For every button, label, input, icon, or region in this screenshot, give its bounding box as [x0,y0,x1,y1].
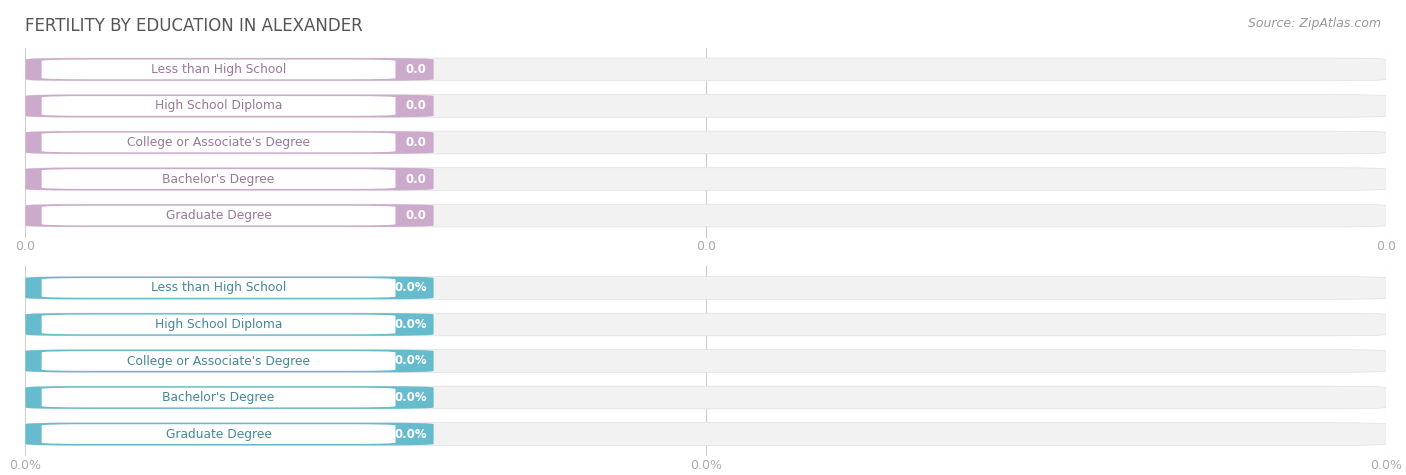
Text: 0.0%: 0.0% [394,354,427,368]
FancyBboxPatch shape [25,276,433,299]
Text: 0.0: 0.0 [406,136,427,149]
Text: 0.0: 0.0 [406,63,427,76]
Text: 0.0%: 0.0% [394,391,427,404]
FancyBboxPatch shape [42,59,395,79]
FancyBboxPatch shape [25,313,433,336]
FancyBboxPatch shape [25,276,1386,299]
Text: 0.0: 0.0 [406,172,427,186]
FancyBboxPatch shape [25,58,1386,81]
FancyBboxPatch shape [25,350,1386,372]
FancyBboxPatch shape [42,133,395,152]
FancyBboxPatch shape [25,423,1386,446]
Text: High School Diploma: High School Diploma [155,99,283,113]
FancyBboxPatch shape [42,314,395,334]
FancyBboxPatch shape [25,313,1386,336]
FancyBboxPatch shape [42,424,395,444]
Text: High School Diploma: High School Diploma [155,318,283,331]
Text: FERTILITY BY EDUCATION IN ALEXANDER: FERTILITY BY EDUCATION IN ALEXANDER [25,17,363,35]
Text: 0.0%: 0.0% [394,281,427,294]
FancyBboxPatch shape [42,206,395,226]
Text: 0.0%: 0.0% [394,428,427,441]
Text: Less than High School: Less than High School [150,281,287,294]
FancyBboxPatch shape [42,169,395,189]
FancyBboxPatch shape [25,95,1386,117]
FancyBboxPatch shape [25,204,433,227]
FancyBboxPatch shape [42,96,395,116]
Text: Bachelor's Degree: Bachelor's Degree [163,172,274,186]
FancyBboxPatch shape [25,168,1386,190]
FancyBboxPatch shape [25,423,433,446]
FancyBboxPatch shape [25,168,433,190]
FancyBboxPatch shape [25,95,433,117]
Text: 0.0: 0.0 [406,209,427,222]
Text: College or Associate's Degree: College or Associate's Degree [127,354,311,368]
FancyBboxPatch shape [25,131,433,154]
FancyBboxPatch shape [42,388,395,408]
Text: 0.0: 0.0 [406,99,427,113]
FancyBboxPatch shape [25,386,433,409]
Text: College or Associate's Degree: College or Associate's Degree [127,136,311,149]
FancyBboxPatch shape [42,278,395,298]
Text: Graduate Degree: Graduate Degree [166,209,271,222]
FancyBboxPatch shape [42,351,395,371]
Text: Source: ZipAtlas.com: Source: ZipAtlas.com [1247,17,1381,29]
FancyBboxPatch shape [25,386,1386,409]
Text: 0.0%: 0.0% [394,318,427,331]
Text: Less than High School: Less than High School [150,63,287,76]
FancyBboxPatch shape [25,58,433,81]
Text: Bachelor's Degree: Bachelor's Degree [163,391,274,404]
FancyBboxPatch shape [25,131,1386,154]
FancyBboxPatch shape [25,350,433,372]
Text: Graduate Degree: Graduate Degree [166,428,271,441]
FancyBboxPatch shape [25,204,1386,227]
